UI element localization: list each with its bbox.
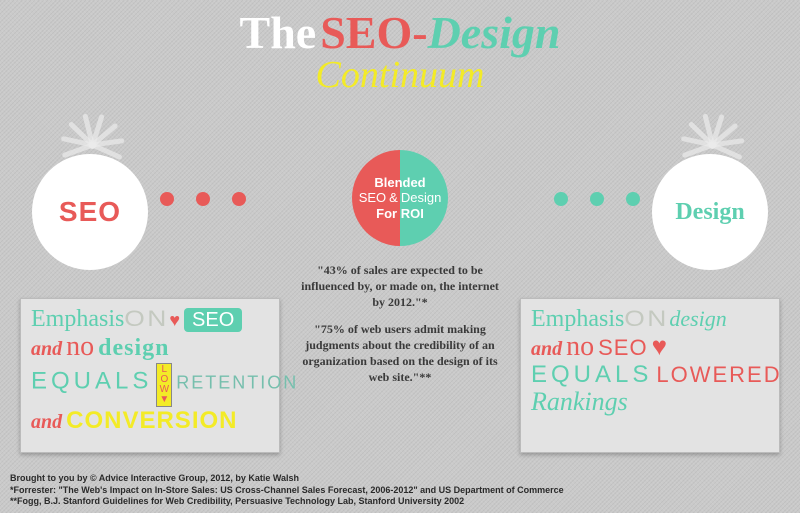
dots-right (554, 192, 640, 206)
subtitle: Continuum (0, 53, 800, 97)
title-dash: - (412, 6, 427, 59)
design-circle-label: Design (675, 199, 744, 226)
dots-left (160, 192, 246, 206)
rb-no: no (566, 331, 594, 362)
rb-equals: EQUALS (531, 361, 652, 388)
dot-icon (232, 192, 246, 206)
dot-icon (554, 192, 568, 206)
rb-emphasis: Emphasis (531, 306, 624, 332)
quotes: "43% of sales are expected to be influen… (300, 262, 500, 395)
rb-and: and (531, 338, 562, 360)
dot-icon (626, 192, 640, 206)
center-circle: Blended SEO&Design For ROI (352, 150, 448, 246)
lb-low: LOW▼ (156, 363, 172, 407)
rb-lowered: LOWERED (656, 362, 781, 387)
footer-credits: Brought to you by © Advice Interactive G… (10, 473, 564, 507)
lb-equals: EQUALS (31, 368, 152, 395)
footer-line-1: Brought to you by © Advice Interactive G… (10, 473, 564, 484)
rb-seo: SEO (598, 335, 647, 360)
center-line3: For ROI (376, 206, 424, 222)
lb-and2: and (31, 411, 62, 433)
lb-retention: RETENTION (176, 373, 298, 393)
center-text: Blended SEO&Design For ROI (352, 150, 448, 246)
left-box: Emphasis ON ♥ SEO and no design EQUALS L… (20, 298, 280, 453)
lb-emphasis: Emphasis (31, 306, 124, 332)
seo-circle: SEO (32, 154, 148, 270)
dot-icon (590, 192, 604, 206)
center-seo: SEO (359, 190, 386, 205)
design-circle: Design (652, 154, 768, 270)
title-word-design: Design (428, 6, 561, 59)
title-word-seo: SEO (320, 6, 412, 59)
title-word-the: The (240, 6, 317, 59)
dot-icon (160, 192, 174, 206)
center-design: Design (401, 190, 441, 205)
lb-conversion: CONVERSION (66, 407, 237, 434)
right-box: Emphasis ON design and no SEO ♥ EQUALS L… (520, 298, 780, 453)
center-line1: Blended (374, 175, 425, 191)
quote-2: "75% of web users admit making judgments… (300, 321, 500, 386)
rb-design: design (669, 306, 726, 331)
main-title: The SEO-Design Continuum (0, 0, 800, 97)
lb-on: ON (125, 308, 169, 330)
footer-line-2: *Forrester: "The Web's Impact on In-Stor… (10, 485, 564, 496)
quote-1: "43% of sales are expected to be influen… (300, 262, 500, 311)
seo-circle-label: SEO (59, 196, 121, 228)
center-amp: & (389, 190, 398, 205)
rb-on: ON (625, 308, 669, 330)
dot-icon (196, 192, 210, 206)
footer-line-3: **Fogg, B.J. Stanford Guidelines for Web… (10, 496, 564, 507)
rb-rankings: Rankings (531, 387, 628, 416)
heart-icon: ♥ (652, 332, 667, 361)
heart-icon: ♥ (169, 310, 180, 330)
lb-seo: SEO (184, 308, 242, 332)
lb-design: design (98, 335, 169, 361)
lb-no: no (66, 331, 94, 362)
lb-and1: and (31, 338, 62, 360)
